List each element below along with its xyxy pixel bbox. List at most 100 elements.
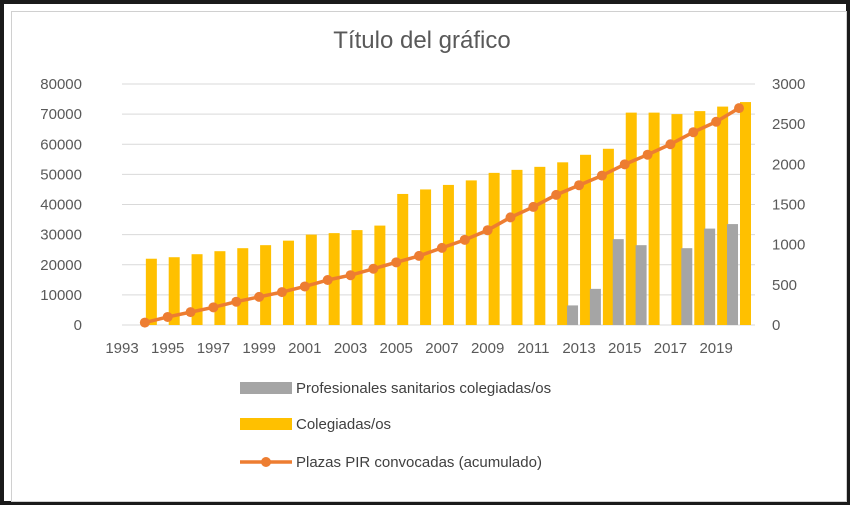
x-tick-label: 2019 [699,340,732,357]
y-right-tick-label: 1500 [772,197,805,214]
bar-colegiadas [442,184,454,325]
legend: Profesionales sanitarios colegiadas/os Co… [240,380,551,471]
x-tick-label: 1993 [105,340,138,357]
y-left-tick-label: 80000 [40,76,82,93]
y-right-tick-label: 3000 [772,76,805,93]
line-point [299,281,310,292]
bar-profesionales [727,224,739,325]
bar-colegiadas [602,148,614,325]
x-tick-label: 2011 [517,340,549,357]
legend-swatch [240,418,292,430]
bar-series [145,102,752,326]
line-point [414,250,425,261]
chart-title: Título del gráfico [333,27,510,54]
line-point [162,311,173,322]
line-point [276,287,287,298]
bar-colegiadas [282,240,294,325]
line-point [711,116,722,127]
bar-colegiadas [420,189,432,325]
line-point [574,180,585,191]
y-right-tick-label: 1000 [772,237,805,254]
x-tick-label: 2009 [471,340,504,357]
bar-colegiadas [260,245,272,325]
line-point [345,270,356,281]
legend-swatch [240,382,292,394]
y-right-tick-label: 500 [772,277,797,294]
line-point [391,257,402,268]
y-axis-right: 0 500 1000 1500 2000 2500 3000 [772,76,805,334]
y-axis-left: 0 10000 20000 30000 40000 50000 60000 70000 8000… [40,76,82,334]
x-tick-label: 2017 [654,340,687,357]
bar-colegiadas [191,254,203,325]
y-left-tick-label: 70000 [40,106,82,123]
line-point [505,212,516,223]
legend-marker [261,457,271,467]
line-point [619,159,630,170]
bar-colegiadas [648,112,660,326]
y-left-tick-label: 10000 [40,287,82,304]
y-left-tick-label: 0 [74,317,82,334]
bar-colegiadas [214,251,226,325]
y-right-tick-label: 0 [772,317,780,334]
x-tick-label: 1995 [151,340,184,357]
line-point [551,189,562,200]
bar-profesionales [704,228,716,325]
bar-colegiadas [694,111,706,325]
line-point [368,263,379,274]
line-point [208,302,219,313]
y-right-tick-label: 2000 [772,156,805,173]
line-point [185,307,196,318]
bar-profesionales [635,245,647,325]
bar-colegiadas [145,258,157,325]
bar-profesionales [567,305,579,325]
bar-colegiadas [557,162,569,325]
bar-colegiadas [625,112,637,326]
bar-colegiadas [465,180,477,325]
line-point [436,242,447,253]
line-point [734,103,745,114]
bar-profesionales [589,288,601,325]
y-left-tick-label: 30000 [40,227,82,244]
line-point [139,317,150,328]
legend-label: Plazas PIR convocadas (acumulado) [296,454,542,471]
line-point [254,291,265,302]
line-point [528,201,539,212]
legend-label: Profesionales sanitarios colegiadas/os [296,380,551,397]
x-tick-label: 2003 [334,340,367,357]
line-point [231,296,242,307]
bar-colegiadas [534,166,546,325]
chart-area [11,11,847,502]
x-tick-label: 1997 [197,340,230,357]
x-tick-label: 2001 [288,340,321,357]
line-point [322,275,333,286]
bar-colegiadas [488,172,500,325]
bar-colegiadas [374,225,386,325]
bar-colegiadas [740,102,752,325]
bar-profesionales [612,239,624,325]
line-point [459,234,470,245]
line-point [642,149,653,160]
y-left-tick-label: 50000 [40,166,82,183]
bar-colegiadas [351,230,363,325]
x-tick-label: 2015 [608,340,641,357]
legend-label: Colegiadas/os [296,416,391,433]
bar-profesionales [681,248,693,325]
y-right-tick-label: 2500 [772,116,805,133]
x-tick-label: 1999 [242,340,275,357]
x-tick-label: 2005 [380,340,413,357]
y-left-tick-label: 60000 [40,136,82,153]
line-point [596,170,607,181]
bar-colegiadas [671,114,683,325]
x-axis: 1993 1995 1997 1999 2001 2003 2005 2007 2009 2011… [105,340,733,357]
y-left-tick-label: 20000 [40,257,82,274]
line-point [665,139,676,150]
x-tick-label: 2007 [425,340,458,357]
y-left-tick-label: 40000 [40,197,82,214]
bar-colegiadas [305,234,317,325]
bar-colegiadas [580,154,592,325]
bar-colegiadas [717,106,729,325]
line-series [139,103,745,328]
line-point [688,127,699,138]
line-point [482,225,493,236]
